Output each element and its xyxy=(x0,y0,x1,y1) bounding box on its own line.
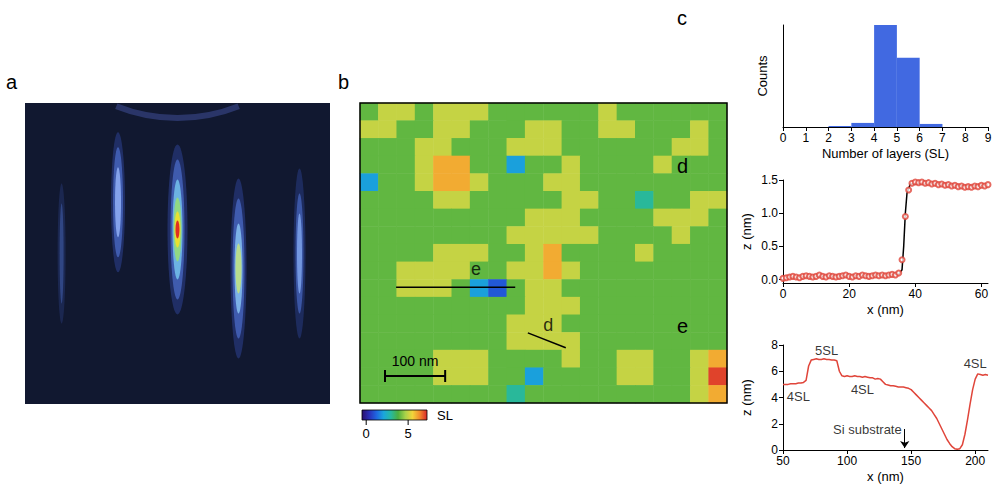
svg-text:150: 150 xyxy=(901,454,921,468)
svg-text:e: e xyxy=(677,315,688,337)
svg-text:1.0: 1.0 xyxy=(761,206,778,220)
svg-text:1.5: 1.5 xyxy=(761,173,778,187)
svg-text:e: e xyxy=(471,259,481,279)
svg-text:4SL: 4SL xyxy=(964,356,987,371)
svg-text:Number of layers (SL): Number of layers (SL) xyxy=(822,146,949,161)
svg-text:Si substrate: Si substrate xyxy=(833,422,902,437)
svg-text:50: 50 xyxy=(776,454,790,468)
svg-text:2: 2 xyxy=(825,131,832,145)
svg-text:x (nm): x (nm) xyxy=(867,302,904,317)
svg-text:a: a xyxy=(6,71,18,93)
svg-text:0: 0 xyxy=(363,426,370,441)
svg-text:3: 3 xyxy=(848,131,855,145)
svg-text:100: 100 xyxy=(837,454,857,468)
svg-text:2: 2 xyxy=(771,417,778,431)
svg-text:4SL: 4SL xyxy=(851,382,874,397)
svg-text:d: d xyxy=(677,155,688,177)
svg-text:100 nm: 100 nm xyxy=(392,353,439,369)
svg-text:1: 1 xyxy=(802,131,809,145)
svg-text:8: 8 xyxy=(771,338,778,352)
svg-text:c: c xyxy=(677,7,687,29)
svg-text:5: 5 xyxy=(894,131,901,145)
svg-text:0.5: 0.5 xyxy=(761,239,778,253)
svg-text:0: 0 xyxy=(771,443,778,457)
svg-text:SL: SL xyxy=(437,408,453,423)
svg-text:b: b xyxy=(338,71,349,93)
svg-text:z (nm): z (nm) xyxy=(739,379,754,416)
svg-text:x (nm): x (nm) xyxy=(867,469,904,484)
svg-text:7: 7 xyxy=(939,131,946,145)
svg-text:60: 60 xyxy=(975,287,989,301)
svg-text:4SL: 4SL xyxy=(787,389,810,404)
svg-text:0.0: 0.0 xyxy=(761,273,778,287)
svg-text:4: 4 xyxy=(771,391,778,405)
svg-text:Counts: Counts xyxy=(755,55,770,97)
svg-text:9: 9 xyxy=(985,131,992,145)
svg-text:0: 0 xyxy=(780,287,787,301)
svg-text:6: 6 xyxy=(771,364,778,378)
svg-text:z (nm): z (nm) xyxy=(739,213,754,250)
svg-text:8: 8 xyxy=(962,131,969,145)
svg-text:20: 20 xyxy=(842,287,856,301)
svg-text:4: 4 xyxy=(871,131,878,145)
svg-text:d: d xyxy=(543,315,553,335)
svg-text:0: 0 xyxy=(780,131,787,145)
svg-text:6: 6 xyxy=(916,131,923,145)
svg-text:5: 5 xyxy=(405,426,412,441)
svg-text:40: 40 xyxy=(909,287,923,301)
svg-text:200: 200 xyxy=(965,454,985,468)
svg-text:5SL: 5SL xyxy=(815,343,838,358)
